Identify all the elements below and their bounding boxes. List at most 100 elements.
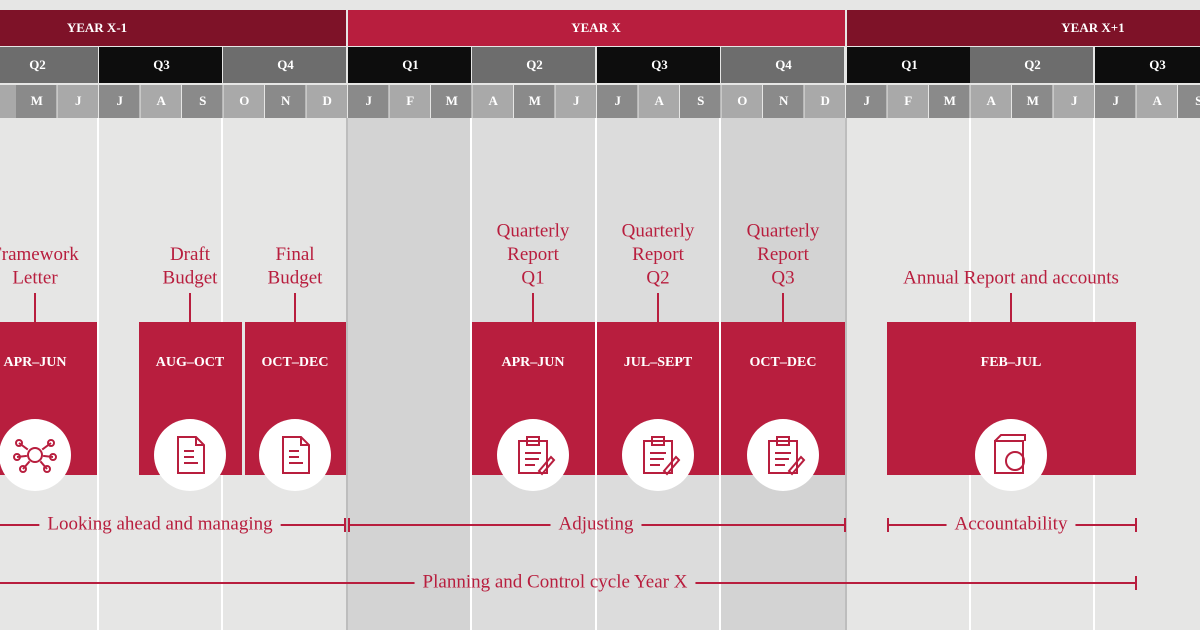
event-label: Letter [12,267,58,288]
icon-part [994,434,1026,474]
year-label: YEAR X [571,20,621,35]
month-cell [182,85,223,118]
icon-part [13,453,21,461]
month-label: J [615,93,622,108]
icon [975,419,1047,491]
month-cell [99,85,140,118]
month-label: F [406,93,414,108]
event-label: Q3 [771,267,794,288]
year-label: YEAR X+1 [1061,20,1124,35]
month-cell [348,85,389,118]
quarter-label: Q1 [402,57,419,72]
span-label: Accountability [955,513,1068,534]
quarter-label: Q3 [153,57,170,72]
icon [154,419,226,491]
month-label: M [1027,93,1039,108]
month-cell [472,85,513,118]
month-label: A [157,93,167,108]
icon-part [42,454,54,458]
quarter-label: Q2 [526,57,543,72]
icon-part [282,436,310,474]
icon-part [768,436,806,476]
quarter-band [223,47,346,83]
month-label: D [323,93,332,108]
month-label: J [864,93,871,108]
quarter-band [99,47,222,83]
month-label: M [944,93,956,108]
month-label: F [904,93,912,108]
icon-part [43,465,51,473]
month-cell [970,85,1011,118]
icon [0,419,71,491]
icon-part [49,453,57,461]
month-label: M [529,93,541,108]
period-label: APR–JUN [502,355,565,370]
period-label: AUG–OCT [156,355,225,370]
month-cell [514,85,555,118]
month-label: M [31,93,43,108]
month-cell [597,85,638,118]
month-cell [1053,85,1094,118]
month-cell [638,85,679,118]
icon-circle [497,419,569,491]
event-label: Report [507,244,559,265]
month-label: D [821,93,830,108]
icon-circle [259,419,331,491]
event-label: Annual Report and accounts [903,267,1119,288]
month-label: J [117,93,124,108]
quarter-band [1095,47,1200,83]
month-label: A [1153,93,1163,108]
month-label: S [1195,93,1200,108]
month-cell [306,85,347,118]
quarter-band [847,47,970,83]
icon [622,419,694,491]
month-cell [929,85,970,118]
month-label: S [697,93,704,108]
quarter-band [721,47,844,83]
icon-part [27,447,43,463]
icon [497,419,569,491]
event-label: Budget [268,267,324,288]
icon-part [19,465,27,473]
year-label: YEAR X-1 [67,20,127,35]
year-band [348,10,845,46]
span-label: Looking ahead and managing [47,513,273,534]
icon-part [22,460,31,470]
icon-part [18,442,29,451]
icon-part [15,439,23,447]
month-label: A [987,93,997,108]
icon-part [41,442,52,451]
month-label: M [446,93,458,108]
month-cell [1095,85,1136,118]
month-cell [555,85,596,118]
month-label: N [779,93,789,108]
event-label: Draft [170,244,211,265]
month-cell [804,85,845,118]
quarter-label: Q3 [1149,57,1166,72]
quarter-band [0,47,98,83]
icon-part [1005,451,1025,471]
quarter-label: Q4 [277,57,294,72]
month-cell [223,85,264,118]
month-label: S [199,93,206,108]
month-label: O [239,93,249,108]
period-label: APR–JUN [4,355,67,370]
month-cell [16,85,57,118]
quarter-label: Q1 [901,57,918,72]
span-label: Adjusting [559,513,634,534]
icon [259,419,331,491]
month-label: J [1113,93,1120,108]
month-cell [763,85,804,118]
event-label: Report [632,244,684,265]
month-cell [0,85,16,118]
quarter-label: Q2 [1024,57,1041,72]
month-cell [1178,85,1200,118]
event-label: Quarterly [497,220,570,241]
icon-circle [0,419,71,491]
icon-part [16,454,28,458]
event-label: Q2 [646,267,669,288]
icon-circle [747,419,819,491]
icon-part [643,436,681,476]
event-label: Quarterly [622,220,695,241]
